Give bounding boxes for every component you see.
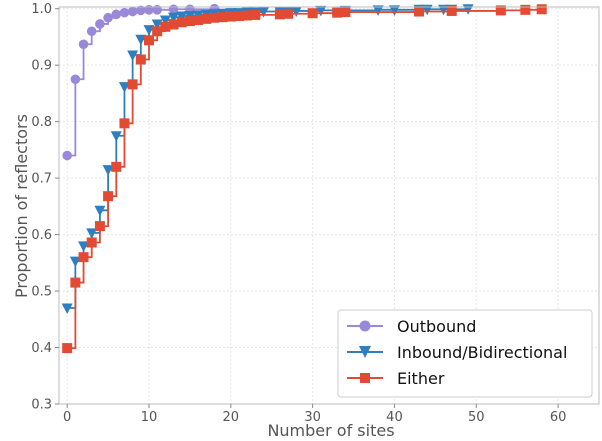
inbound-bidirectional-point — [290, 6, 302, 17]
outbound-point — [127, 6, 138, 17]
outbound-point — [152, 5, 162, 15]
inbound-bidirectional-point — [127, 50, 139, 62]
either-point — [307, 8, 318, 19]
legend-inbound-label: Inbound/Bidirectional — [397, 343, 567, 362]
inbound-bidirectional-point — [110, 131, 122, 142]
either-point — [414, 6, 424, 17]
x-tick-label: 0 — [63, 410, 71, 425]
inbound-bidirectional-point — [102, 165, 114, 176]
inbound-bidirectional-point — [159, 15, 171, 26]
either-point — [119, 118, 130, 129]
outbound-point — [136, 5, 146, 16]
outbound-point — [70, 74, 81, 85]
outbound-point — [103, 12, 113, 23]
x-tick-label: 60 — [550, 410, 567, 425]
legend-either-label: Either — [397, 369, 445, 388]
x-axis-label: Number of sites — [267, 421, 394, 440]
inbound-bidirectional-point — [258, 7, 270, 18]
axis-ticks: 0 10 20 30 40 50 60 0.3 0.4 0.5 0.6 0.7 0.8 0.9 1.0 — [31, 2, 566, 425]
inbound-bidirectional-point — [151, 19, 163, 30]
x-tick-label: 40 — [386, 410, 403, 425]
inbound-bidirectional-point — [143, 25, 155, 36]
either-point — [209, 12, 220, 23]
outbound-point — [111, 9, 122, 20]
either-point — [283, 8, 294, 19]
outbound-point — [78, 39, 89, 50]
y-tick-label: 0.4 — [31, 341, 52, 356]
either-point — [193, 14, 204, 25]
x-tick-label: 10 — [141, 410, 158, 425]
either-point — [217, 12, 228, 23]
either-point — [168, 19, 179, 30]
either-point — [242, 10, 253, 21]
either-point — [111, 161, 122, 172]
plot-frame — [58, 6, 600, 405]
either-point — [144, 35, 154, 46]
x-tick-label: 50 — [468, 410, 485, 425]
y-tick-label: 0.3 — [31, 398, 52, 413]
outbound-point — [86, 26, 97, 37]
inbound-bidirectional-point — [94, 205, 106, 217]
y-tick-label: 0.6 — [31, 228, 52, 243]
either-point — [340, 7, 351, 18]
either-point — [70, 277, 81, 288]
either-point — [86, 237, 97, 248]
legend-either-marker — [360, 373, 370, 383]
series-either — [62, 4, 547, 354]
either-point — [446, 5, 457, 16]
inbound-bidirectional-point — [61, 303, 73, 314]
inbound-bidirectional-point — [86, 228, 98, 239]
y-tick-label: 0.5 — [31, 285, 52, 300]
either-point — [135, 54, 146, 65]
legend: Outbound Inbound/Bidirectional Either — [337, 309, 593, 398]
inbound-bidirectional-point — [176, 11, 188, 23]
either-point — [234, 11, 244, 22]
either-point — [332, 7, 343, 18]
inbound-bidirectional-point — [315, 5, 327, 17]
outbound-point — [144, 5, 154, 15]
either-point — [536, 4, 547, 15]
y-axis-label: Proportion of reflectors — [12, 114, 31, 298]
x-tick-label: 20 — [223, 410, 240, 425]
inbound-bidirectional-point — [78, 241, 90, 252]
outbound-point — [119, 7, 130, 18]
y-tick-label: 0.7 — [31, 172, 52, 187]
y-tick-label: 0.9 — [31, 59, 52, 74]
either-point — [274, 9, 285, 20]
legend-outbound-marker — [359, 320, 371, 332]
y-tick-label: 1.0 — [31, 2, 52, 17]
either-point — [78, 252, 89, 263]
either-point — [152, 26, 163, 37]
inbound-bidirectional-point — [388, 5, 400, 16]
either-point — [94, 221, 105, 232]
either-point — [160, 21, 171, 32]
inbound-bidirectional-point — [135, 34, 147, 46]
either-point — [520, 4, 531, 15]
either-point — [62, 343, 73, 354]
either-point — [225, 11, 236, 22]
inbound-bidirectional-point — [372, 5, 384, 16]
legend-outbound-label: Outbound — [397, 317, 476, 336]
inbound-bidirectional-point — [168, 12, 180, 24]
either-point — [127, 79, 138, 90]
legend-inbound-marker — [359, 346, 371, 358]
y-tick-label: 0.8 — [31, 115, 52, 130]
x-tick-label: 30 — [304, 410, 321, 425]
either-point — [103, 191, 114, 202]
outbound-point — [62, 150, 72, 161]
inbound-bidirectional-point — [118, 82, 130, 93]
legend-box — [337, 309, 593, 398]
either-point — [184, 16, 195, 27]
inbound-bidirectional-point — [69, 256, 81, 268]
either-point — [176, 17, 187, 28]
outbound-point — [95, 19, 105, 29]
either-point — [250, 9, 261, 20]
either-point — [495, 5, 506, 16]
either-point — [201, 13, 212, 24]
series-outbound — [62, 3, 220, 161]
